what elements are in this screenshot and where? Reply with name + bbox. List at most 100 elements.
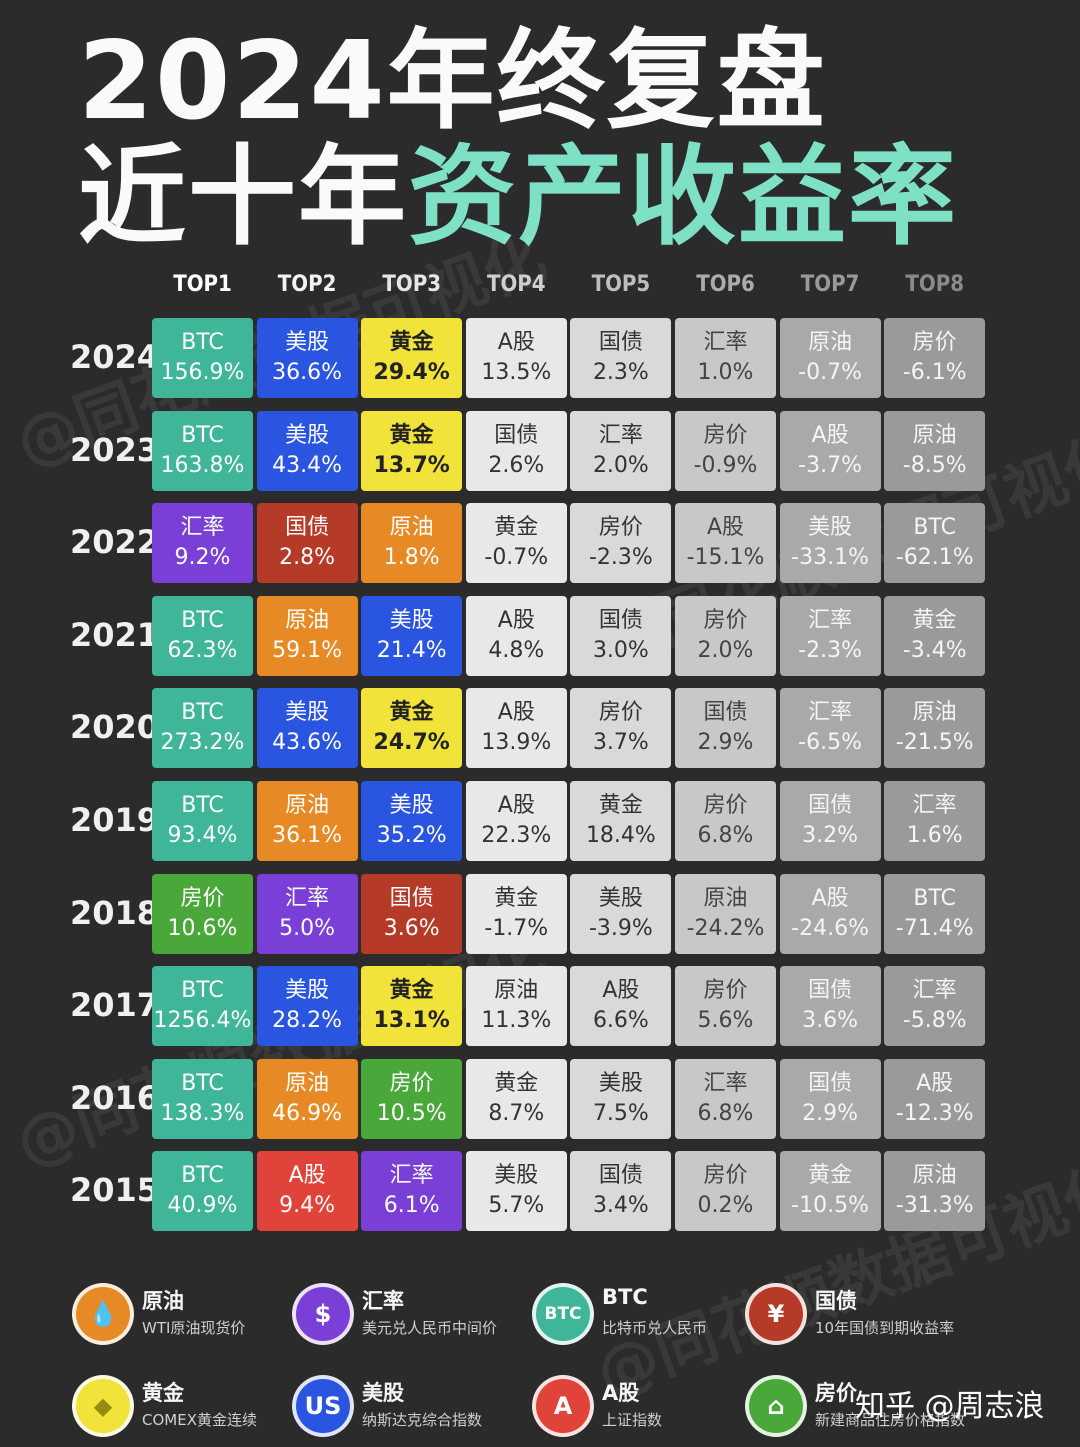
- asset-name: BTC: [181, 793, 224, 818]
- column-header-top8: TOP8: [905, 272, 964, 297]
- asset-name: 房价: [389, 1070, 434, 1096]
- return-value: 2.3%: [592, 360, 649, 385]
- cell-2023-top4: 国债 2.6%: [465, 410, 567, 491]
- return-value: 40.9%: [167, 1193, 238, 1219]
- legend-item-2: $ 汇率 美元兑人民币中间价: [292, 1283, 532, 1353]
- asset-name: 原油: [912, 700, 957, 726]
- cell-2022-top4: 黄金 -0.7%: [465, 503, 567, 584]
- column-header-top3: TOP3: [382, 272, 441, 297]
- return-value: 93.4%: [167, 823, 238, 848]
- legend-desc: COMEX黄金连续: [142, 1411, 257, 1429]
- cell-2015-top6: 房价 0.2%: [675, 1151, 776, 1232]
- cell-2020-top6: 国债 2.9%: [675, 688, 776, 769]
- column-header-top6: TOP6: [696, 272, 755, 297]
- cell-2021-top5: 国债 3.0%: [570, 595, 672, 676]
- cell-2024-top2: 美股 36.6%: [256, 318, 358, 398]
- return-value: -1.7%: [484, 915, 549, 941]
- return-value: -3.7%: [798, 452, 863, 478]
- cell-2016-top1: BTC 138.3%: [152, 1058, 253, 1139]
- asset-name: 国债: [808, 793, 853, 818]
- return-value: 36.1%: [272, 823, 343, 848]
- asset-name: 汇率: [598, 422, 643, 448]
- return-value: -24.6%: [791, 915, 869, 941]
- cell-2020-top8: 原油 -21.5%: [884, 688, 986, 769]
- return-value: -2.3%: [588, 545, 653, 571]
- return-value: 5.6%: [697, 1008, 754, 1034]
- column-header-top2: TOP2: [277, 272, 337, 297]
- asset-name: 美股: [598, 885, 643, 911]
- us-stock-icon: US: [292, 1375, 354, 1437]
- cell-2018-top4: 黄金 -1.7%: [465, 873, 567, 954]
- return-value: 138.3%: [160, 1100, 245, 1126]
- return-value: -71.4%: [895, 915, 974, 941]
- asset-name: BTC: [181, 330, 224, 355]
- asset-name: 房价: [703, 1163, 748, 1189]
- return-value: -33.1%: [791, 545, 869, 571]
- cell-2015-top8: 原油 -31.3%: [884, 1151, 986, 1232]
- cell-2016-top5: 美股 7.5%: [570, 1058, 672, 1139]
- asset-name: BTC: [181, 1163, 224, 1189]
- cell-2021-top2: 原油 59.1%: [256, 595, 358, 676]
- cell-2019-top4: A股 22.3%: [465, 781, 567, 861]
- house-icon: ⌂: [745, 1375, 807, 1437]
- return-value: 24.7%: [373, 730, 450, 756]
- column-header-top1: TOP1: [173, 272, 232, 297]
- asset-name: 原油: [912, 422, 957, 448]
- return-value: 18.4%: [585, 823, 656, 848]
- return-value: -5.8%: [902, 1008, 967, 1034]
- asset-name: 原油: [912, 1163, 957, 1189]
- asset-name: 美股: [598, 1070, 643, 1096]
- cell-2015-top4: 美股 5.7%: [465, 1151, 567, 1232]
- asset-name: 房价: [703, 422, 748, 448]
- cell-2019-top6: 房价 6.8%: [675, 781, 776, 861]
- asset-name: 汇率: [180, 515, 225, 541]
- asset-name: 美股: [285, 700, 330, 726]
- asset-name: 黄金: [912, 607, 957, 633]
- return-value: -6.1%: [902, 360, 967, 385]
- return-value: 273.2%: [160, 730, 245, 756]
- return-value: 10.5%: [376, 1100, 447, 1126]
- cell-2017-top1: BTC 1256.4%: [152, 966, 253, 1047]
- cell-2020-top4: A股 13.9%: [465, 688, 567, 769]
- cell-2015-top3: 汇率 6.1%: [361, 1151, 463, 1232]
- cell-2021-top7: 汇率 -2.3%: [779, 595, 881, 676]
- legend-item-1: 💧 原油 WTI原油现货价: [72, 1283, 312, 1353]
- asset-name: 汇率: [808, 700, 853, 726]
- cell-2024-top7: 原油 -0.7%: [779, 318, 881, 398]
- asset-name: 原油: [285, 1070, 330, 1096]
- legend-name: 黄金: [142, 1381, 184, 1405]
- cell-2024-top6: 汇率 1.0%: [675, 318, 776, 398]
- asset-name: 美股: [285, 978, 330, 1004]
- cell-2024-top5: 国债 2.3%: [570, 318, 672, 398]
- legend-item-6: US 美股 纳斯达克综合指数: [292, 1375, 532, 1445]
- asset-name: A股: [811, 885, 849, 911]
- year-label-2022: 2022: [70, 523, 160, 562]
- legend-desc: WTI原油现货价: [142, 1319, 246, 1337]
- cell-2023-top6: 房价 -0.9%: [675, 410, 776, 491]
- return-value: 1.6%: [906, 823, 963, 848]
- return-value: 11.3%: [481, 1008, 552, 1034]
- asset-name: 汇率: [808, 607, 853, 633]
- asset-name: 原油: [285, 607, 330, 633]
- cell-2018-top5: 美股 -3.9%: [570, 873, 672, 954]
- return-value: 13.7%: [373, 452, 450, 478]
- return-value: -0.7%: [484, 545, 549, 571]
- year-label-2020: 2020: [70, 708, 160, 747]
- cell-2019-top1: BTC 93.4%: [152, 781, 253, 861]
- return-value: 2.9%: [802, 1100, 859, 1126]
- asset-name: 汇率: [389, 1163, 434, 1189]
- asset-name: 房价: [703, 793, 748, 818]
- asset-name: BTC: [181, 607, 224, 633]
- asset-name: BTC: [913, 885, 956, 911]
- year-label-2018: 2018: [70, 893, 160, 932]
- asset-name: 原油: [494, 978, 539, 1004]
- legend-name: 房价: [815, 1381, 857, 1405]
- return-value: -24.2%: [686, 915, 765, 941]
- cell-2017-top3: 黄金 13.1%: [361, 966, 463, 1047]
- return-value: -6.5%: [798, 730, 863, 756]
- asset-name: 国债: [808, 1070, 853, 1096]
- legend-desc: 新建商品住房价格指数: [815, 1411, 966, 1429]
- return-value: -0.9%: [693, 452, 758, 478]
- cell-2016-top2: 原油 46.9%: [256, 1058, 358, 1139]
